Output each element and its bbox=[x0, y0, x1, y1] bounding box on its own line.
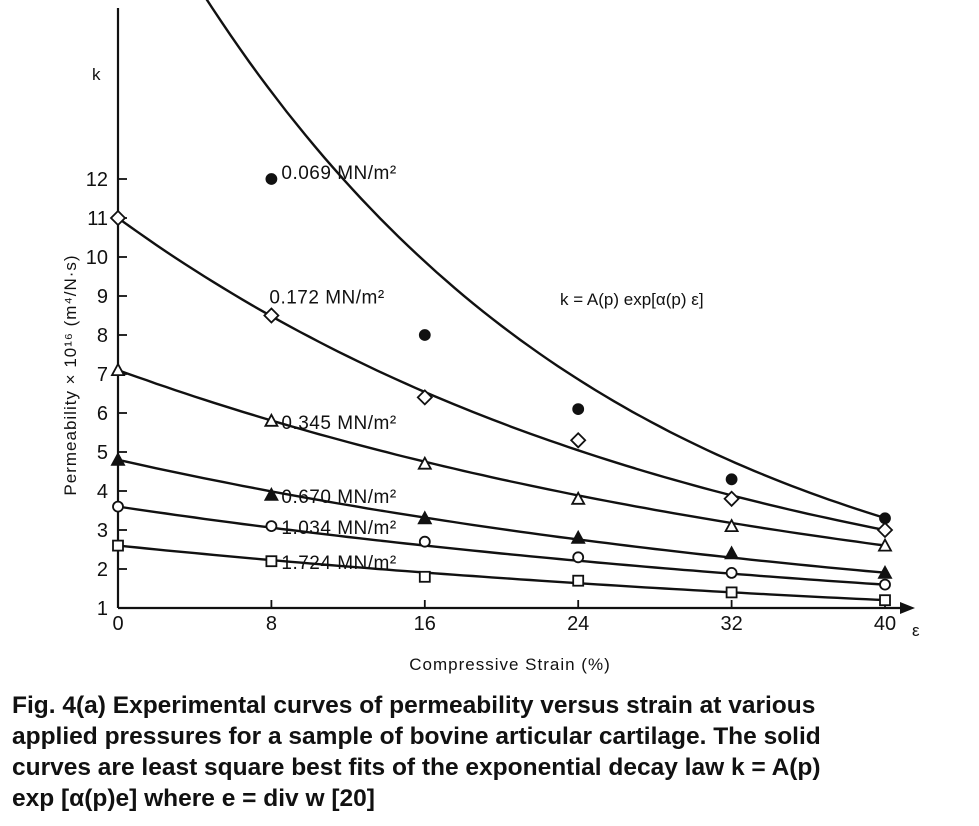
x-tick-label: 32 bbox=[720, 613, 742, 635]
caption-line-1: Fig. 4(a) Experimental curves of permeab… bbox=[12, 692, 816, 719]
fit-curves bbox=[117, 0, 886, 602]
data-point-series-3 bbox=[110, 362, 126, 377]
y-tick-label: 5 bbox=[97, 442, 108, 464]
fit-curve-6 bbox=[117, 544, 886, 602]
y-tick-label: 9 bbox=[97, 286, 108, 308]
data-point-series-4 bbox=[570, 529, 586, 544]
labels-layer: Compressive Strain (%) ε Permeability × … bbox=[61, 65, 921, 674]
x-tick-label: 24 bbox=[567, 613, 589, 635]
data-point-series-6 bbox=[725, 586, 738, 599]
y-tick-label: 3 bbox=[97, 520, 108, 542]
data-point-series-5 bbox=[265, 520, 278, 532]
x-tick-label: 16 bbox=[414, 613, 436, 635]
data-point-series-1 bbox=[725, 473, 738, 486]
fit-curve-5 bbox=[117, 505, 886, 586]
data-point-series-2 bbox=[569, 432, 587, 449]
data-point-series-6 bbox=[265, 555, 278, 568]
x-axis-arrowhead bbox=[900, 602, 915, 614]
data-point-series-5 bbox=[572, 551, 585, 564]
y-tick-label: 1 bbox=[97, 598, 108, 620]
data-point-series-2 bbox=[263, 307, 280, 324]
permeability-chart: Compressive Strain (%) ε Permeability × … bbox=[61, 0, 921, 674]
data-point-series-3 bbox=[417, 455, 433, 470]
data-point-series-1 bbox=[572, 403, 585, 416]
data-point-series-2 bbox=[723, 490, 740, 508]
data-point-series-1 bbox=[265, 173, 278, 185]
series-label-2: 0.172 MN/m² bbox=[269, 288, 384, 309]
caption-line-2: applied pressures for a sample of bovine… bbox=[12, 723, 821, 750]
x-tick-label: 40 bbox=[874, 613, 896, 635]
x-axis-symbol: ε bbox=[912, 621, 921, 640]
data-point-series-4 bbox=[110, 451, 126, 466]
data-point-series-3 bbox=[570, 490, 586, 505]
fit-curve-1 bbox=[205, 0, 886, 520]
series-label-5: 1.034 MN/m² bbox=[281, 518, 396, 539]
caption-line-3: curves are least square best fits of the… bbox=[12, 754, 821, 781]
data-point-series-4 bbox=[724, 545, 740, 560]
data-point-series-6 bbox=[879, 594, 891, 607]
y-tick-label: 4 bbox=[97, 481, 108, 503]
data-point-series-5 bbox=[879, 578, 891, 591]
series-label-6: 1.724 MN/m² bbox=[281, 553, 396, 574]
data-point-series-3 bbox=[724, 518, 740, 532]
data-point-series-6 bbox=[572, 574, 585, 587]
data-point-series-4 bbox=[263, 487, 279, 501]
y-tick-label: 11 bbox=[87, 208, 108, 230]
figure-caption: Fig. 4(a) Experimental curves of permeab… bbox=[12, 690, 972, 814]
x-tick-label: 8 bbox=[266, 613, 277, 635]
y-tick-label: 7 bbox=[97, 364, 108, 386]
series-label-4: 0.670 MN/m² bbox=[281, 487, 396, 508]
y-tick-label: 8 bbox=[97, 325, 108, 347]
data-point-series-6 bbox=[112, 539, 124, 552]
x-tick-label: 0 bbox=[112, 613, 123, 635]
data-point-series-4 bbox=[877, 565, 893, 579]
data-point-series-2 bbox=[109, 209, 127, 227]
y-tick-label: 6 bbox=[97, 403, 108, 425]
y-axis-title: Permeability × 10¹⁶ (m⁴/N·s) bbox=[61, 254, 80, 495]
data-point-series-2 bbox=[416, 389, 434, 406]
fit-curve-4 bbox=[117, 458, 886, 574]
formula-annotation: k = A(p) exp[α(p) ε] bbox=[560, 290, 704, 309]
caption-line-4: exp [α(p)e] where e = div w [20] bbox=[12, 785, 375, 812]
fit-curve-2 bbox=[117, 217, 886, 532]
y-axis-symbol: k bbox=[92, 65, 102, 84]
series-label-3: 0.345 MN/m² bbox=[281, 413, 396, 434]
data-point-series-3 bbox=[263, 412, 279, 427]
data-point-series-2 bbox=[876, 521, 894, 539]
data-point-series-1 bbox=[418, 329, 431, 341]
data-point-series-4 bbox=[417, 510, 433, 525]
fit-curve-3 bbox=[117, 368, 886, 547]
data-point-series-5 bbox=[418, 535, 431, 548]
y-tick-label: 12 bbox=[86, 169, 108, 191]
data-point-series-6 bbox=[418, 570, 431, 583]
data-point-series-5 bbox=[112, 500, 124, 513]
series-label-1: 0.069 MN/m² bbox=[281, 163, 396, 184]
y-tick-label: 2 bbox=[97, 559, 108, 581]
y-tick-label: 10 bbox=[86, 247, 108, 269]
x-axis-title: Compressive Strain (%) bbox=[409, 655, 611, 674]
data-point-series-3 bbox=[877, 537, 893, 552]
data-markers bbox=[109, 173, 894, 607]
data-point-series-5 bbox=[725, 567, 738, 579]
